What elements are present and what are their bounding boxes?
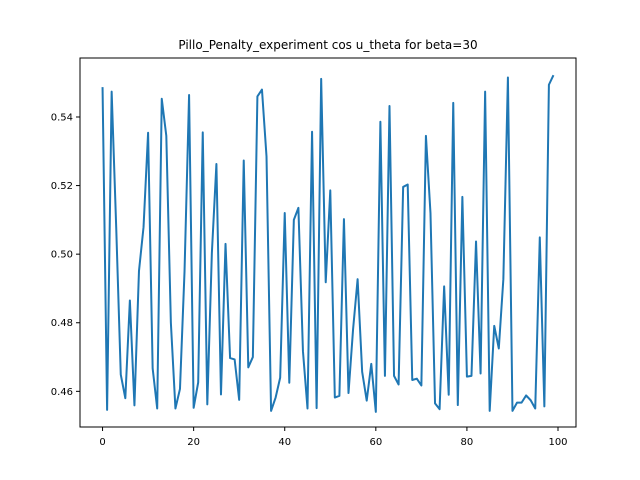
x-tick-label: 100 — [548, 437, 567, 448]
chart-title: Pillo_Penalty_experiment cos u_theta for… — [178, 38, 477, 52]
x-tick-label: 0 — [99, 437, 105, 448]
axis-ticks: 0 20 40 60 80 100 0.46 0.48 0.50 0.52 0.54 — [51, 112, 568, 448]
plot-area — [101, 74, 555, 413]
y-tick-label: 0.52 — [51, 181, 73, 192]
series-line-0 — [101, 74, 555, 413]
y-tick-label: 0.48 — [51, 318, 73, 329]
x-tick-label: 80 — [461, 437, 474, 448]
x-tick-label: 60 — [369, 437, 382, 448]
x-tick-label: 40 — [278, 437, 291, 448]
y-tick-label: 0.50 — [51, 250, 73, 261]
y-tick-label: 0.54 — [51, 112, 73, 123]
x-tick-label: 20 — [187, 437, 200, 448]
y-tick-label: 0.46 — [51, 387, 73, 398]
axes-frame — [79, 57, 577, 428]
